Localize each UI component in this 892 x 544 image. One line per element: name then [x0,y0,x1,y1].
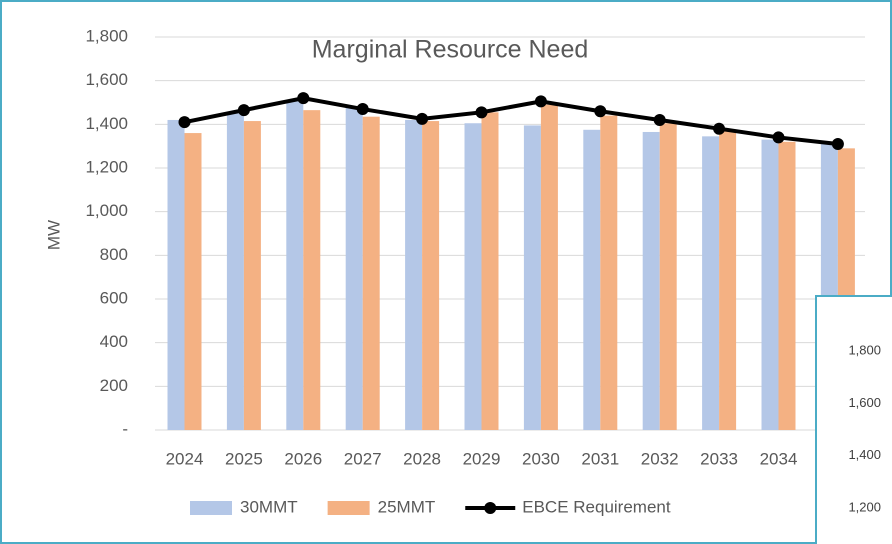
inset-y-tick-label: 1,600 [848,395,881,410]
bar [702,136,720,430]
y-tick-label: 600 [100,288,128,307]
x-tick-label: 2025 [225,449,263,468]
y-axis-label: MW [44,220,63,250]
bar [642,131,660,430]
y-tick-label: 1,200 [85,157,128,176]
x-tick-label: 2033 [700,449,738,468]
bar [464,123,482,430]
bar [226,113,244,431]
inset-frame [815,295,892,544]
bar [481,112,499,430]
bar [523,125,541,431]
line-marker [713,122,726,135]
line-marker [297,92,310,105]
x-tick-label: 2034 [760,449,798,468]
legend-label: EBCE Requirement [522,497,671,516]
bar [345,106,363,430]
bar [286,100,304,431]
bar [761,139,779,430]
line-marker [356,103,369,116]
y-tick-label: 1,600 [85,70,128,89]
bar [422,121,440,430]
line-marker [653,113,666,126]
line-marker [416,112,429,125]
x-tick-label: 2027 [344,449,382,468]
line-marker [178,116,191,129]
y-tick-label: 1,000 [85,201,128,220]
x-tick-label: 2031 [581,449,619,468]
bar [659,123,677,430]
line-marker [534,95,547,108]
inset-y-tick-label: 1,400 [848,447,881,462]
bar [184,133,202,431]
x-tick-label: 2032 [641,449,679,468]
y-tick-label: 800 [100,245,128,264]
legend-label: 25MMT [378,497,436,516]
inset-y-tick-label: 1,200 [848,499,881,514]
chart-title: Marginal Resource Need [312,36,589,64]
legend-swatch [190,501,232,515]
y-tick-label: 400 [100,332,128,351]
legend-swatch [327,501,370,515]
line-marker [594,105,607,118]
legend-swatch [484,502,497,514]
y-tick-label: 1,400 [85,114,128,133]
y-tick-label: 1,800 [85,26,128,45]
bar [719,130,737,430]
x-tick-label: 2030 [522,449,560,468]
x-tick-label: 2029 [463,449,501,468]
line-marker [831,137,844,150]
x-tick-label: 2024 [166,449,204,468]
line [184,96,839,146]
y-tick-label: 200 [100,376,128,395]
bar [600,115,618,430]
line-marker [237,104,250,117]
bar [303,110,321,431]
bar [583,129,601,430]
bar [405,119,423,430]
legend-label: 30MMT [240,497,298,516]
bar [167,119,185,430]
bar [778,141,796,431]
bar [243,121,261,430]
y-tick-label: - [122,419,128,438]
x-tick-label: 2026 [284,449,322,468]
line-marker [475,106,488,119]
bar [540,104,558,430]
bar [362,116,380,431]
inset-y-tick-label: 1,800 [848,342,881,357]
x-tick-label: 2028 [403,449,441,468]
line-marker [772,131,785,144]
